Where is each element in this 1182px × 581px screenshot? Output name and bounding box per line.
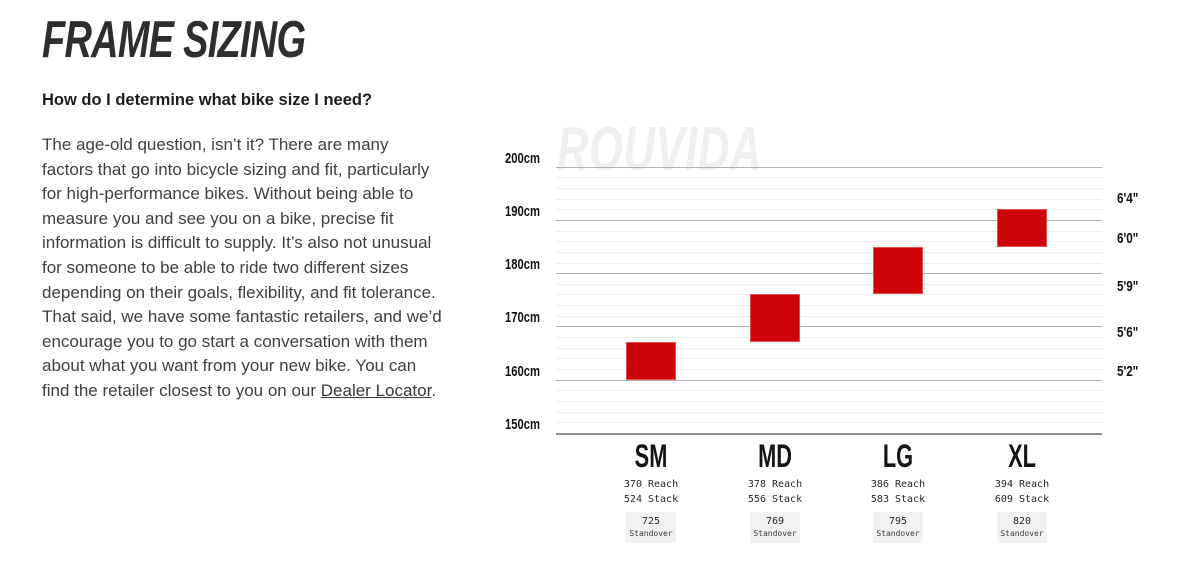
standover-value: 795 bbox=[888, 516, 908, 527]
height-range-bar-xl bbox=[997, 209, 1047, 247]
standover-word: Standover bbox=[753, 529, 797, 538]
y-axis-tick-label: 180cm bbox=[504, 256, 540, 274]
gridline-minor bbox=[556, 337, 1102, 339]
gridline-major bbox=[556, 166, 1102, 168]
paragraph-end: . bbox=[431, 380, 437, 400]
imperial-height-label: 5'6" bbox=[1117, 323, 1139, 341]
size-label-sm: SM bbox=[634, 438, 668, 474]
reach-value: 394 Reach bbox=[994, 479, 1050, 490]
gridline-minor bbox=[556, 241, 1102, 243]
height-range-bar-sm bbox=[626, 342, 676, 380]
gridline-minor bbox=[556, 422, 1102, 424]
gridline-minor bbox=[556, 369, 1102, 371]
gridline-major bbox=[556, 273, 1102, 275]
standover-box: 820 Standover bbox=[997, 512, 1047, 543]
gridline-major bbox=[556, 326, 1102, 328]
height-range-bar-md bbox=[750, 294, 800, 343]
gridline-major bbox=[556, 433, 1102, 435]
y-axis-tick-label: 200cm bbox=[504, 149, 540, 167]
y-axis-tick-label: 160cm bbox=[504, 362, 540, 380]
standover-word: Standover bbox=[876, 529, 920, 538]
y-axis-tick-label: 170cm bbox=[504, 309, 540, 327]
page-title: FRAME SIZING bbox=[42, 11, 306, 69]
standover-word: Standover bbox=[629, 529, 673, 538]
standover-box: 795 Standover bbox=[873, 512, 923, 543]
imperial-height-label: 5'9" bbox=[1117, 278, 1139, 296]
size-label-lg: LG bbox=[882, 438, 914, 474]
gridline-minor bbox=[556, 230, 1102, 232]
chart-watermark: ROUVIDA bbox=[557, 115, 763, 184]
dealer-locator-link[interactable]: Dealer Locator bbox=[320, 380, 432, 400]
gridline-minor bbox=[556, 401, 1102, 403]
gridline-minor bbox=[556, 187, 1102, 189]
stack-value: 609 Stack bbox=[994, 494, 1050, 505]
standover-word: Standover bbox=[1000, 529, 1044, 538]
standover-box: 769 Standover bbox=[750, 512, 800, 543]
gridline-minor bbox=[556, 411, 1102, 413]
size-label-xl: XL bbox=[1008, 438, 1036, 474]
size-label-md: MD bbox=[758, 438, 792, 474]
paragraph-text: The age-old question, isn’t it? There ar… bbox=[42, 135, 442, 400]
reach-value: 378 Reach bbox=[747, 479, 803, 490]
gridline-minor bbox=[556, 347, 1102, 349]
gridline-minor bbox=[556, 358, 1102, 360]
gridline-major bbox=[556, 379, 1102, 381]
gridline-minor bbox=[556, 294, 1102, 296]
gridline-minor bbox=[556, 251, 1102, 253]
sizing-question-heading: How do I determine what bike size I need… bbox=[42, 91, 373, 109]
reach-value: 370 Reach bbox=[623, 479, 679, 490]
gridline-minor bbox=[556, 177, 1102, 179]
body-paragraph: The age-old question, isn’t it? There ar… bbox=[42, 133, 442, 404]
y-axis-tick-label: 150cm bbox=[504, 416, 540, 433]
standover-value: 820 bbox=[1012, 516, 1032, 527]
imperial-height-label: 6'0" bbox=[1117, 230, 1139, 248]
stack-value: 556 Stack bbox=[747, 494, 803, 505]
height-range-bar-lg bbox=[873, 246, 923, 295]
gridline-minor bbox=[556, 262, 1102, 264]
imperial-height-label: 6'4" bbox=[1117, 190, 1139, 208]
gridline-major bbox=[556, 219, 1102, 221]
gridline-minor bbox=[556, 209, 1102, 211]
gridline-minor bbox=[556, 390, 1102, 392]
y-axis-tick-label: 190cm bbox=[504, 202, 540, 220]
gridline-minor bbox=[556, 315, 1102, 317]
stack-value: 524 Stack bbox=[623, 494, 679, 505]
reach-value: 386 Reach bbox=[870, 479, 926, 490]
imperial-height-label: 5'2" bbox=[1117, 362, 1139, 380]
standover-value: 769 bbox=[765, 516, 785, 527]
standover-value: 725 bbox=[641, 516, 661, 527]
gridline-minor bbox=[556, 305, 1102, 307]
stack-value: 583 Stack bbox=[870, 494, 926, 505]
gridline-minor bbox=[556, 198, 1102, 200]
standover-box: 725 Standover bbox=[626, 512, 676, 543]
gridline-minor bbox=[556, 283, 1102, 285]
